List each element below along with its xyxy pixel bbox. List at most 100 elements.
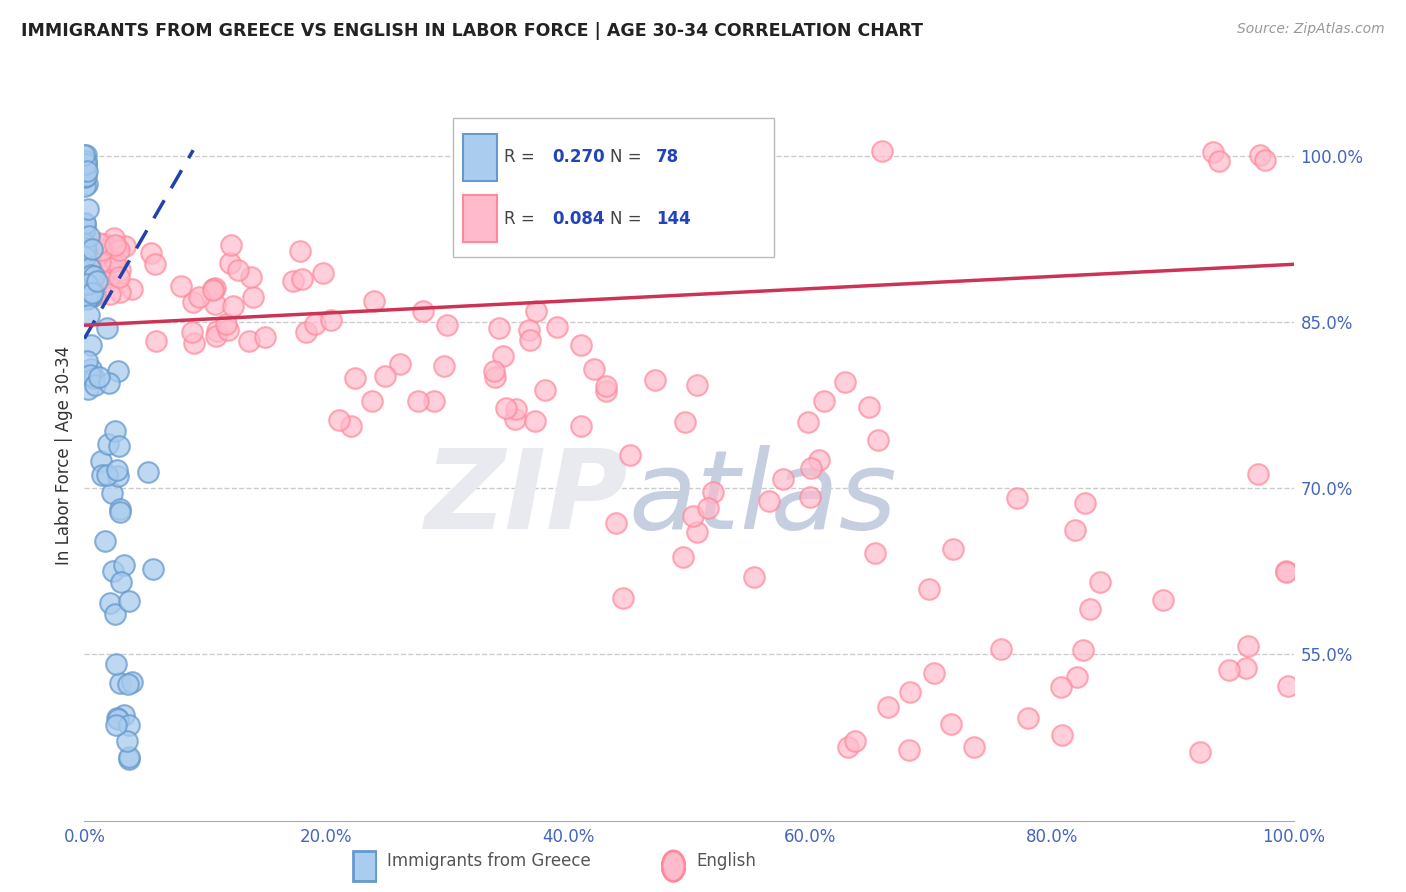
Point xyxy=(876,700,898,714)
Point xyxy=(96,320,118,334)
Point xyxy=(503,412,526,426)
Point xyxy=(484,370,506,384)
Point xyxy=(963,739,986,754)
Point xyxy=(77,308,100,322)
Point xyxy=(77,382,100,396)
Point xyxy=(181,294,204,309)
Text: atlas: atlas xyxy=(628,445,897,552)
Point xyxy=(834,375,856,389)
Point xyxy=(941,716,963,731)
Point xyxy=(107,241,129,255)
Point xyxy=(436,318,458,333)
Point xyxy=(117,677,139,691)
Point xyxy=(1218,663,1240,677)
Point xyxy=(605,516,627,531)
Text: English: English xyxy=(696,852,756,870)
Point xyxy=(800,461,823,475)
Point xyxy=(104,238,127,252)
Point xyxy=(682,508,704,523)
Point xyxy=(918,582,941,597)
Point xyxy=(90,243,112,257)
Point xyxy=(76,163,98,178)
Point xyxy=(75,281,97,295)
Point xyxy=(1208,153,1230,168)
Point xyxy=(103,231,125,245)
Point xyxy=(433,359,456,373)
Point xyxy=(294,325,316,339)
Point xyxy=(105,463,128,477)
Point xyxy=(1249,148,1271,162)
Point xyxy=(108,285,131,300)
Point xyxy=(73,147,96,161)
Point xyxy=(897,742,920,756)
Point xyxy=(898,685,921,699)
Point xyxy=(412,303,434,318)
Point xyxy=(75,157,97,171)
Point xyxy=(990,641,1012,656)
Point xyxy=(108,263,131,277)
Point xyxy=(1152,593,1174,607)
Point xyxy=(253,330,276,344)
Point xyxy=(1066,670,1088,684)
Text: 78: 78 xyxy=(657,148,679,167)
Point xyxy=(495,401,517,415)
Point xyxy=(79,368,101,382)
Point xyxy=(1005,491,1028,506)
Point xyxy=(582,361,605,376)
Point xyxy=(75,241,97,255)
Point xyxy=(94,236,117,251)
Point xyxy=(534,383,557,397)
Point xyxy=(91,467,114,482)
Point xyxy=(75,153,97,168)
Point xyxy=(83,371,105,385)
Point xyxy=(546,320,568,334)
Point xyxy=(204,281,226,295)
Point xyxy=(1074,496,1097,510)
Point xyxy=(1247,467,1270,482)
Point xyxy=(73,217,96,231)
Point xyxy=(94,533,117,548)
Point xyxy=(108,270,131,285)
Point xyxy=(73,236,96,251)
Point xyxy=(807,453,830,467)
Point xyxy=(89,254,111,268)
Point xyxy=(82,242,104,256)
Ellipse shape xyxy=(662,851,685,881)
Point xyxy=(98,287,121,301)
Point xyxy=(837,739,859,754)
Point xyxy=(114,238,136,252)
Point xyxy=(942,542,965,557)
Point xyxy=(75,148,97,162)
Point xyxy=(97,437,120,451)
Point xyxy=(813,393,835,408)
FancyBboxPatch shape xyxy=(463,134,496,181)
Point xyxy=(76,354,98,368)
Point xyxy=(118,718,141,732)
Point xyxy=(240,270,263,285)
Point xyxy=(866,434,889,448)
Point xyxy=(1277,679,1299,693)
Point xyxy=(188,290,211,304)
Point xyxy=(205,324,228,338)
Point xyxy=(75,216,97,230)
Text: 0.084: 0.084 xyxy=(553,210,605,227)
Point xyxy=(91,272,114,286)
Point xyxy=(104,607,127,622)
Y-axis label: In Labor Force | Age 30-34: In Labor Force | Age 30-34 xyxy=(55,345,73,565)
Point xyxy=(1236,640,1258,654)
Point xyxy=(100,486,122,500)
Point xyxy=(619,448,641,462)
Text: Immigrants from Greece: Immigrants from Greece xyxy=(387,852,591,870)
Point xyxy=(526,303,548,318)
Point xyxy=(685,377,707,392)
Point xyxy=(117,734,139,748)
Point xyxy=(76,292,98,306)
Point xyxy=(108,505,131,519)
Point xyxy=(76,277,98,291)
Point xyxy=(569,338,592,352)
Point xyxy=(107,712,129,726)
Point xyxy=(758,493,780,508)
Point xyxy=(524,414,547,428)
Point xyxy=(290,244,312,259)
Point xyxy=(145,334,167,348)
